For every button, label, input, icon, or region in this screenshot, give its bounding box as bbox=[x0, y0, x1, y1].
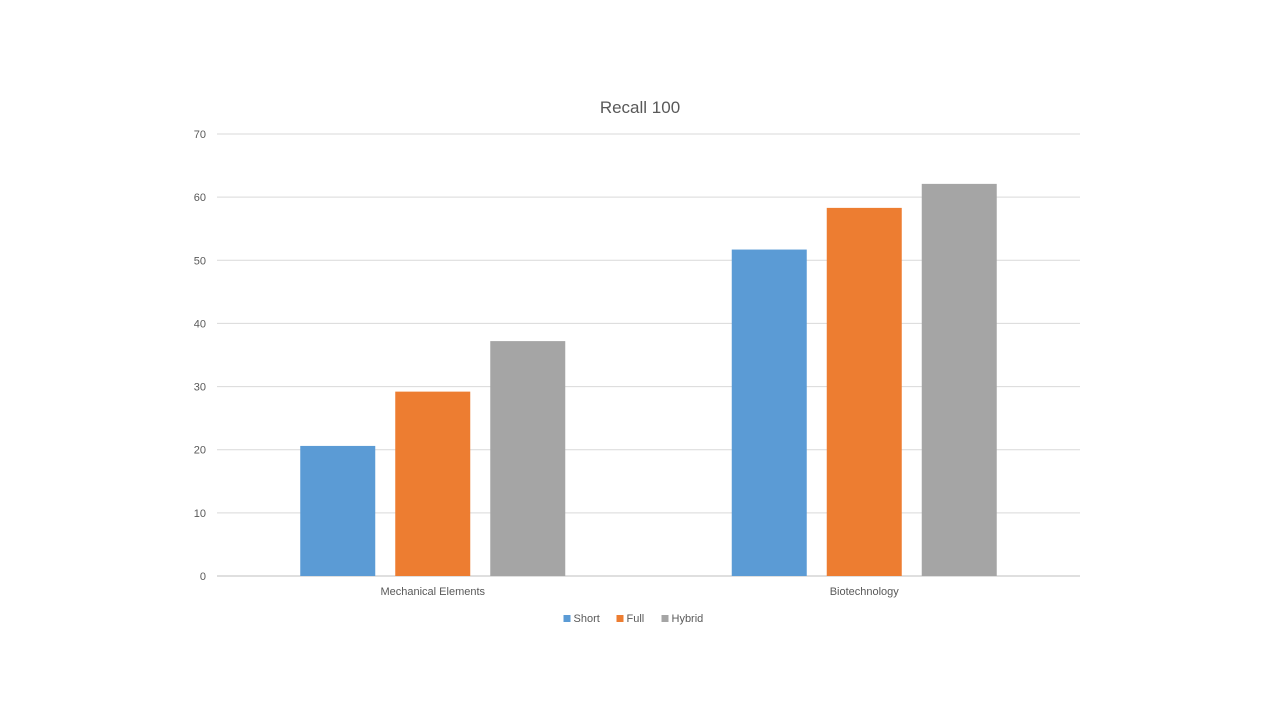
bar-short-0 bbox=[300, 445, 376, 576]
y-tick-label: 0 bbox=[200, 571, 206, 583]
y-tick-label: 30 bbox=[194, 382, 206, 394]
bar-short-1 bbox=[731, 249, 807, 576]
bars bbox=[300, 183, 997, 576]
legend-label-full: Full bbox=[627, 613, 645, 625]
legend-swatch-full bbox=[616, 615, 624, 622]
y-tick-label: 10 bbox=[194, 508, 206, 520]
y-tick-label: 40 bbox=[194, 318, 206, 330]
x-axis-labels: Mechanical Elements Biotechnology bbox=[380, 586, 899, 598]
chart-title: Recall 100 bbox=[600, 98, 680, 117]
legend-label-hybrid: Hybrid bbox=[672, 613, 704, 625]
bar-full-1 bbox=[826, 207, 902, 576]
legend: Short Full Hybrid bbox=[563, 613, 704, 625]
x-tick-label: Biotechnology bbox=[830, 586, 900, 598]
bar-hybrid-1 bbox=[921, 183, 997, 576]
y-tick-label: 50 bbox=[194, 255, 206, 267]
legend-swatch-hybrid bbox=[661, 615, 669, 622]
y-tick-label: 20 bbox=[194, 445, 206, 457]
y-tick-label: 70 bbox=[194, 129, 206, 141]
legend-label-short: Short bbox=[574, 613, 600, 625]
bar-full-0 bbox=[395, 391, 471, 576]
bar-hybrid-0 bbox=[490, 341, 566, 576]
y-tick-label: 60 bbox=[194, 192, 206, 204]
legend-swatch-short bbox=[563, 615, 571, 622]
y-axis-ticks: 0 10 20 30 40 50 60 70 bbox=[194, 129, 206, 583]
x-tick-label: Mechanical Elements bbox=[380, 586, 485, 598]
